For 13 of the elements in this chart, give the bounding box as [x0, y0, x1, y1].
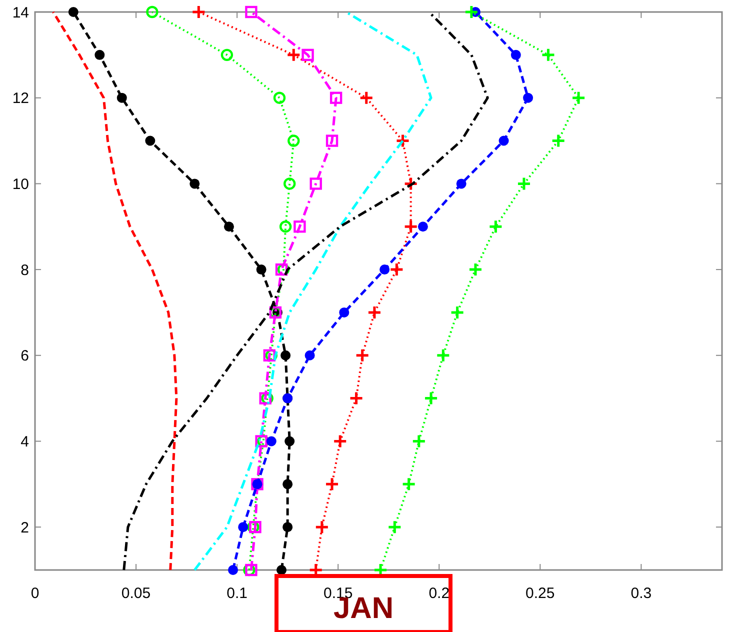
x-tick-label: 0: [30, 585, 40, 602]
y-tick-label: 4: [20, 433, 29, 450]
y-tick-label: 8: [20, 262, 29, 279]
y-tick-label: 14: [12, 4, 29, 22]
x-tick-label: 0.2: [428, 585, 450, 602]
y-tick-label: 12: [12, 90, 29, 108]
x-tick-label: 0.05: [121, 585, 151, 602]
x-tick-label: 0.3: [630, 585, 652, 602]
y-tick-label: 6: [20, 348, 29, 365]
y-tick-label: 2: [20, 519, 29, 536]
x-tick-label: 0.1: [226, 585, 248, 602]
y-tick-label: 10: [12, 176, 29, 193]
x-tick-label: 0.25: [526, 585, 555, 602]
